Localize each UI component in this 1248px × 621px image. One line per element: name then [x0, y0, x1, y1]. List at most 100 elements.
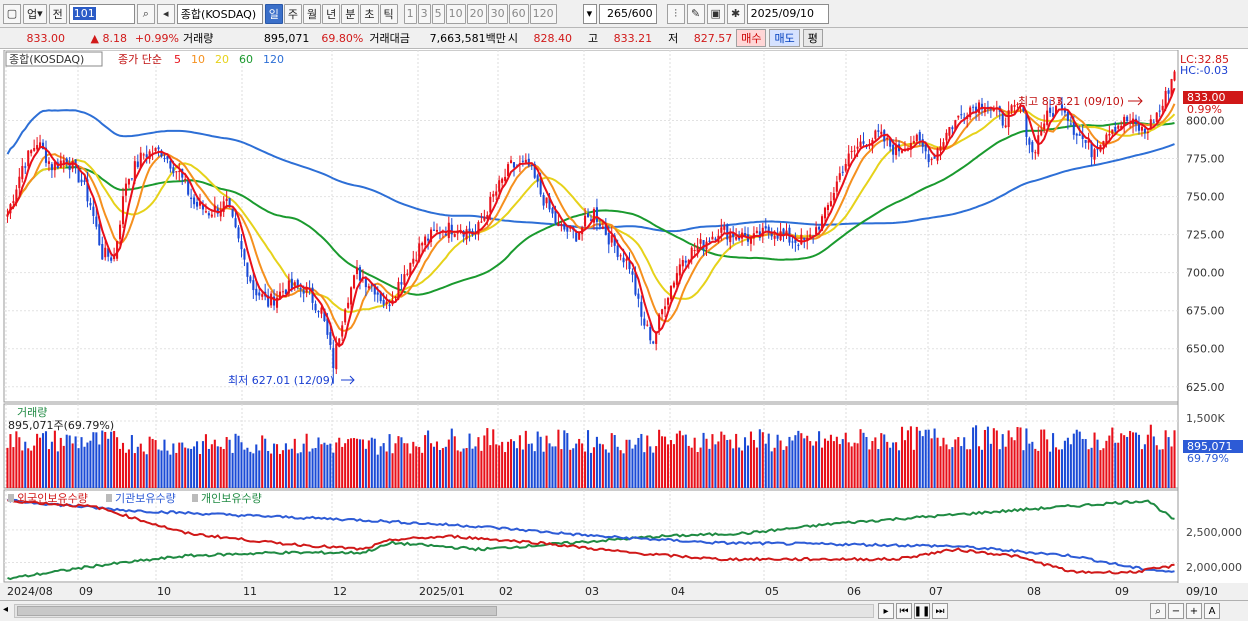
volume-bar: [595, 436, 598, 488]
number-button[interactable]: 30: [487, 3, 508, 24]
period-button[interactable]: 일: [264, 3, 283, 24]
volume-bar: [427, 430, 430, 488]
number-button[interactable]: 120: [529, 3, 557, 24]
volume-bar: [832, 441, 835, 488]
volume-bar: [1123, 435, 1126, 488]
candle-body: [86, 179, 89, 202]
candle-body: [749, 236, 752, 244]
number-button[interactable]: 60: [508, 3, 529, 24]
volume-bar: [1013, 440, 1016, 488]
candle-body: [225, 198, 228, 201]
candle-body: [400, 282, 403, 285]
period-button[interactable]: 분: [341, 3, 360, 24]
volume-bar: [1046, 439, 1049, 488]
candle-body: [847, 153, 850, 167]
candle-body: [631, 271, 634, 275]
volume-bar: [1102, 448, 1105, 488]
volume-bar: [178, 442, 181, 488]
volume-bar: [761, 432, 764, 488]
number-button[interactable]: 1: [403, 3, 417, 24]
sell-button[interactable]: 매도: [769, 29, 800, 47]
volume-bar: [350, 438, 353, 488]
volume-bar: [136, 446, 139, 488]
candle-icon[interactable]: ⫶: [666, 3, 685, 24]
draw-icon[interactable]: ✎: [686, 3, 705, 24]
candle-body: [36, 145, 39, 150]
font-icon[interactable]: A: [1204, 603, 1220, 619]
candle-body: [341, 325, 344, 337]
eval-button[interactable]: 평: [802, 29, 823, 47]
volume-bar: [578, 438, 581, 488]
period-button[interactable]: 월: [303, 3, 322, 24]
count-field[interactable]: 265/600: [598, 3, 657, 24]
high-value: 833.21: [613, 31, 653, 45]
volume-bar: [361, 439, 364, 488]
scroll-left-icon[interactable]: ◂: [3, 604, 9, 615]
scroll-thumb[interactable]: [17, 606, 497, 616]
prev-button[interactable]: 전: [48, 3, 67, 24]
volume-bar: [341, 446, 344, 488]
number-button[interactable]: 3: [417, 3, 431, 24]
scrollbar[interactable]: [14, 604, 874, 618]
candle-body: [823, 207, 827, 219]
volume-bar: [367, 440, 370, 488]
holdings-axis-2500k: 2,500,000: [1186, 526, 1242, 539]
candle-body: [512, 162, 516, 168]
gear-icon[interactable]: ✱: [726, 3, 745, 24]
first-icon[interactable]: ⏮: [896, 603, 912, 619]
volume-bar: [489, 445, 492, 488]
period-button[interactable]: 초: [360, 3, 379, 24]
mode-select[interactable]: 업 ▾: [23, 3, 47, 24]
number-button[interactable]: 20: [466, 3, 487, 24]
volume-bar: [524, 430, 527, 488]
candle-body: [480, 221, 483, 223]
volume-bar: [1164, 430, 1167, 488]
save-icon[interactable]: ▣: [706, 3, 725, 24]
index-name-field[interactable]: 종합(KOSDAQ): [176, 3, 263, 24]
period-button[interactable]: 년: [322, 3, 341, 24]
candle-body: [504, 176, 507, 181]
candle-body: [1146, 131, 1149, 133]
volume-bar: [1137, 434, 1141, 488]
window-icon[interactable]: ▢: [3, 3, 21, 24]
number-button[interactable]: 5: [431, 3, 445, 24]
candle-body: [942, 142, 945, 150]
candle-body: [732, 233, 735, 238]
candle-body: [110, 257, 113, 261]
candle-body: [83, 180, 86, 183]
volume-bar: [1120, 433, 1123, 488]
candle-body: [39, 142, 42, 149]
x-tick-label: 11: [243, 585, 257, 598]
zoom-minus-icon[interactable]: −: [1168, 603, 1184, 619]
period-button[interactable]: 주: [283, 3, 303, 24]
candle-body: [791, 241, 794, 243]
buy-button[interactable]: 매수: [736, 29, 767, 47]
scroll-right-icon[interactable]: ▸: [878, 603, 894, 619]
date-input[interactable]: 2025/09/10: [746, 3, 829, 24]
candle-body: [818, 226, 821, 230]
volume-bar: [699, 447, 702, 488]
count-value: 265: [606, 7, 628, 20]
zoom-search-icon[interactable]: ⌕: [1150, 603, 1166, 619]
speaker-icon[interactable]: ◂: [156, 3, 175, 24]
volume-bar: [509, 439, 513, 488]
period-button[interactable]: 틱: [379, 3, 398, 24]
search-icon[interactable]: ⌕: [136, 3, 155, 24]
dropdown-icon[interactable]: ▾: [582, 3, 597, 24]
volume-bar: [708, 448, 711, 488]
candle-body: [142, 154, 145, 156]
volume-bar: [954, 439, 957, 488]
chart-area[interactable]: 2024/08 09 10 11 12 2025/01 02 03 04 05 06 07 08 09 09…: [0, 50, 1248, 600]
candle-body: [18, 176, 21, 189]
zoom-plus-icon[interactable]: +: [1186, 603, 1202, 619]
volume-bar: [119, 448, 122, 488]
candle-body: [101, 244, 104, 260]
high-annotation: 최고 833.21 (09/10): [1018, 95, 1124, 108]
candle-body: [972, 106, 975, 108]
candle-body: [711, 236, 714, 240]
candle-body: [637, 293, 640, 299]
number-button[interactable]: 10: [445, 3, 466, 24]
pause-icon[interactable]: ❚❚: [914, 603, 930, 619]
last-icon[interactable]: ⏭: [932, 603, 948, 619]
code-input[interactable]: 101: [68, 3, 135, 24]
